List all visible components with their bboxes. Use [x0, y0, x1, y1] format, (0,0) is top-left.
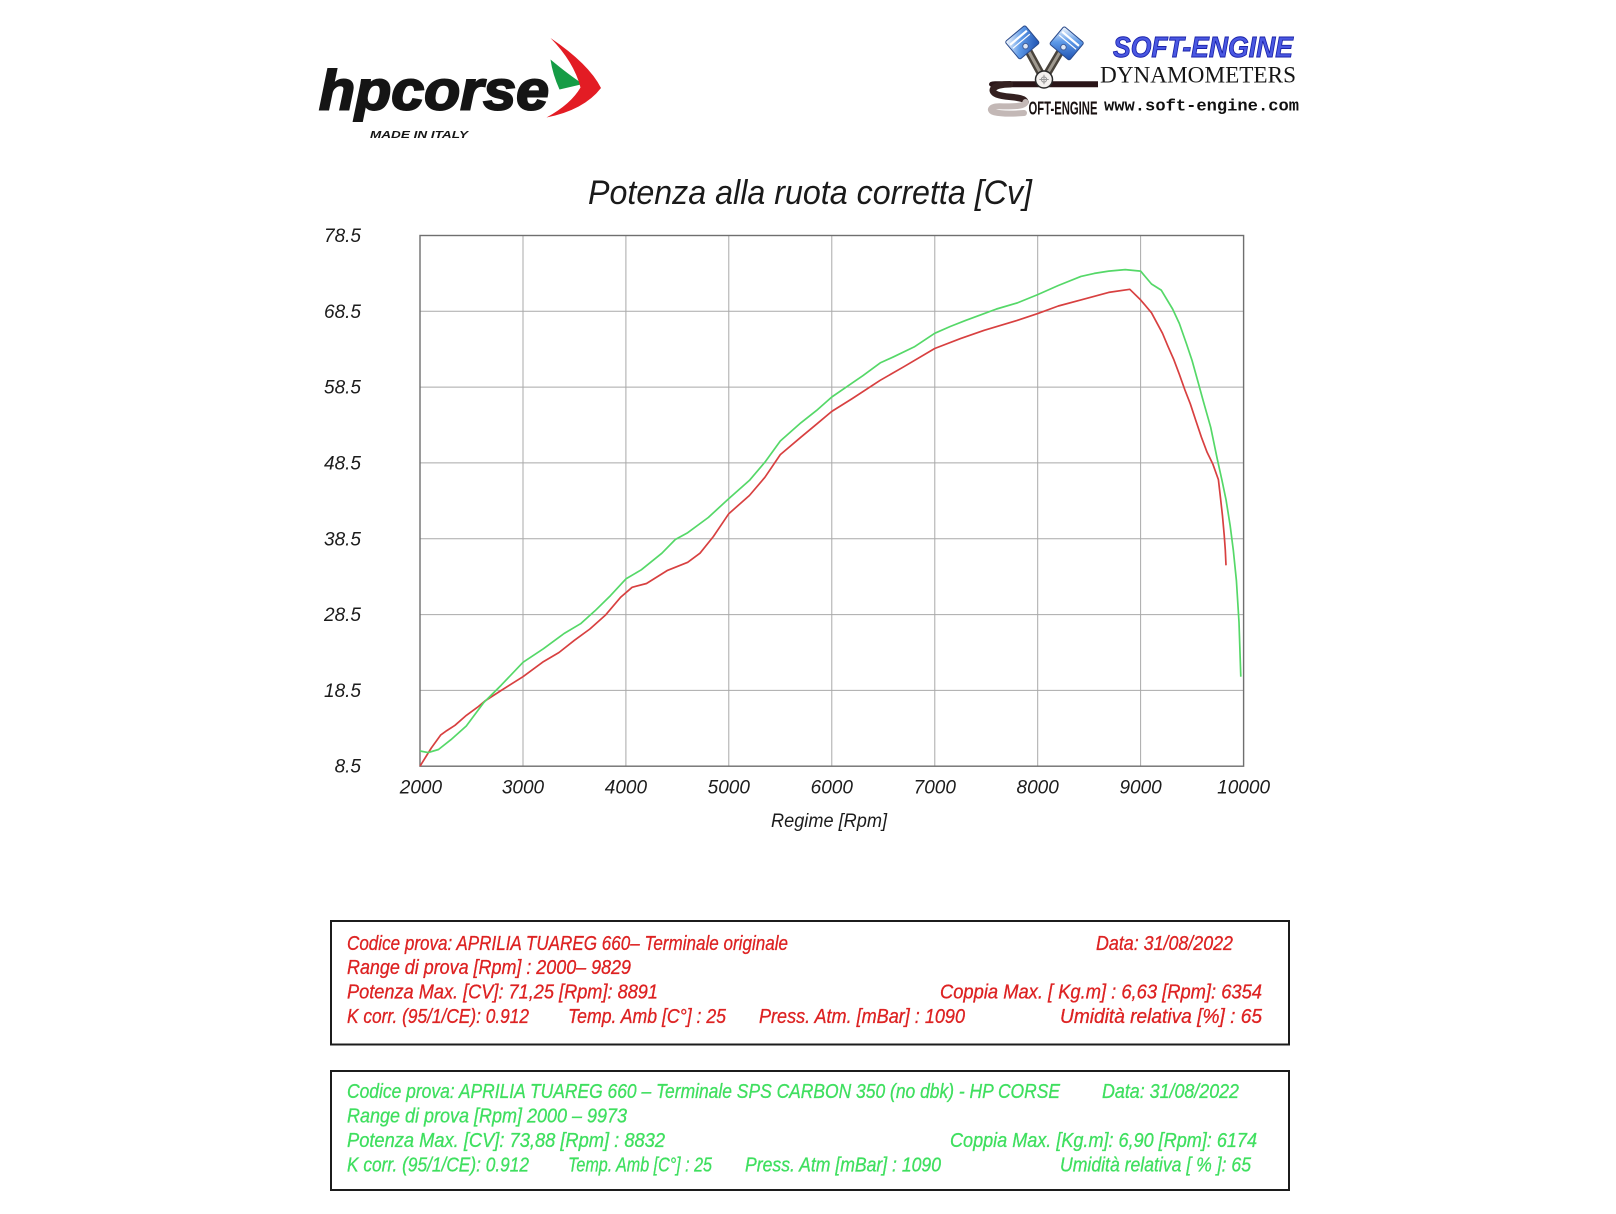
svg-text:OFT-ENGINE: OFT-ENGINE [1029, 99, 1098, 119]
svg-text:SOFT-ENGINE: SOFT-ENGINE [1113, 32, 1295, 64]
svg-text:38.5: 38.5 [324, 529, 361, 550]
svg-text:7000: 7000 [914, 778, 957, 799]
svg-text:Coppia Max. [ Kg.m] : 6,63 [R: Coppia Max. [ Kg.m] : 6,63 [Rpm]: 6354 [940, 982, 1262, 1004]
svg-text:8000: 8000 [1017, 778, 1060, 799]
svg-text:Potenza Max. [CV]: 71,25 [R: Potenza Max. [CV]: 71,25 [Rpm]: 8891 [347, 982, 658, 1004]
svg-text:Range di prova [Rpm] 2000 – 99: Range di prova [Rpm] 2000 – 9973 [347, 1106, 627, 1128]
svg-text:28.5: 28.5 [323, 605, 361, 626]
svg-text:Range di prova [Rpm] : 2000–: Range di prova [Rpm] : 2000– 9829 [347, 957, 631, 979]
svg-text:Codice prova: APRILIA TUAREG 6: Codice prova: APRILIA TUAREG 660 – Termi… [347, 1081, 1061, 1103]
svg-text:hpcorse: hpcorse [319, 59, 549, 122]
svg-text:Temp. Amb [C°] : 25: Temp. Amb [C°] : 25 [568, 1155, 713, 1177]
svg-text:9000: 9000 [1119, 778, 1162, 799]
svg-text:Potenza alla ruota corretta [C: Potenza alla ruota corretta [Cv] [588, 174, 1033, 212]
svg-text:Press. Atm [mBar] : 1090: Press. Atm [mBar] : 1090 [745, 1155, 941, 1177]
svg-text:Press. Atm. [mBar] : 1090: Press. Atm. [mBar] : 1090 [759, 1006, 965, 1028]
svg-text:MADE IN ITALY: MADE IN ITALY [370, 129, 469, 141]
svg-text:Data: 31/08/2022: Data: 31/08/2022 [1096, 933, 1233, 955]
svg-text:2000: 2000 [399, 778, 443, 799]
svg-text:Regime [Rpm]: Regime [Rpm] [771, 810, 888, 832]
svg-text:Umidità relativa [%] : 65: Umidità relativa [%] : 65 [1060, 1006, 1263, 1028]
svg-text:4000: 4000 [605, 778, 648, 799]
svg-text:K corr. (95/1/CE): 0.912: K corr. (95/1/CE): 0.912 [347, 1006, 529, 1028]
svg-text:DYNAMOMETERS: DYNAMOMETERS [1100, 63, 1296, 88]
svg-text:78.5: 78.5 [324, 226, 361, 247]
svg-text:8.5: 8.5 [335, 757, 362, 778]
svg-text:Data: 31/08/2022: Data: 31/08/2022 [1102, 1081, 1239, 1103]
svg-text:6000: 6000 [811, 778, 854, 799]
svg-text:10000: 10000 [1217, 778, 1270, 799]
svg-text:48.5: 48.5 [324, 453, 361, 474]
svg-text:Coppia Max. [Kg.m]: 6,90 [R: Coppia Max. [Kg.m]: 6,90 [Rpm]: 6174 [950, 1130, 1257, 1152]
svg-text:Temp. Amb [C°] : 25: Temp. Amb [C°] : 25 [568, 1006, 727, 1028]
svg-text:Codice prova: APRILIA TUAREG 6: Codice prova: APRILIA TUAREG 660– Termin… [347, 933, 788, 955]
svg-text:68.5: 68.5 [324, 302, 361, 323]
svg-text:3000: 3000 [502, 778, 545, 799]
svg-text:K corr. (95/1/CE): 0.912: K corr. (95/1/CE): 0.912 [347, 1155, 529, 1177]
svg-text:18.5: 18.5 [324, 681, 361, 702]
svg-text:www.soft-engine.com: www.soft-engine.com [1104, 98, 1299, 117]
svg-text:5000: 5000 [708, 778, 751, 799]
svg-text:Potenza Max. [CV]: 73,88 [R: Potenza Max. [CV]: 73,88 [Rpm] : 8832 [347, 1130, 665, 1152]
svg-text:58.5: 58.5 [324, 378, 361, 399]
svg-text:Umidità relativa [ % ]: 65: Umidità relativa [ % ]: 65 [1060, 1155, 1252, 1177]
